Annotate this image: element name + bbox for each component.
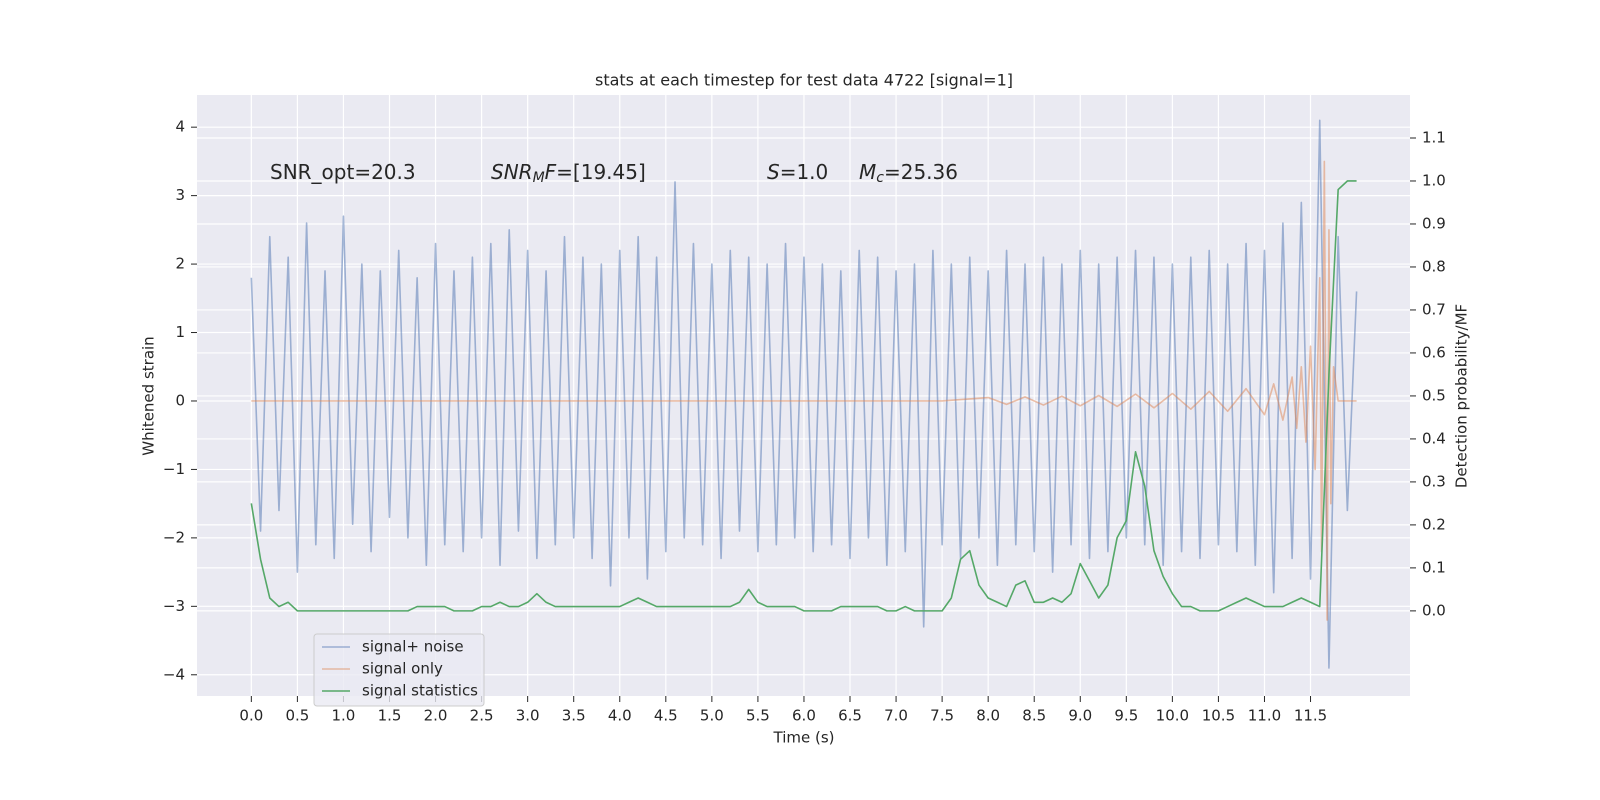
- x-tick-label: 4.0: [608, 707, 632, 725]
- x-tick-label: 6.0: [792, 707, 816, 725]
- y2-tick-label: 0.7: [1422, 300, 1446, 318]
- y-tick-label: 2: [175, 255, 185, 273]
- y-tick-label: −2: [163, 528, 185, 546]
- x-tick-label: 6.5: [838, 707, 862, 725]
- y-tick-label: −3: [163, 597, 185, 615]
- y-tick-label: −1: [163, 460, 185, 478]
- annotation-part: =25.36: [884, 160, 958, 184]
- y2-tick-label: 1.0: [1422, 171, 1446, 189]
- x-tick-label: 9.0: [1068, 707, 1092, 725]
- x-tick-label: 3.0: [516, 707, 540, 725]
- y2-tick-label: 1.1: [1422, 128, 1446, 146]
- y2-tick-label: 0.0: [1422, 601, 1446, 619]
- x-axis-label: Time (s): [773, 729, 835, 747]
- x-tick-label: 8.0: [976, 707, 1000, 725]
- y2-tick-label: 0.9: [1422, 214, 1446, 232]
- x-tick-label: 9.5: [1114, 707, 1138, 725]
- x-tick-label: 4.5: [654, 707, 678, 725]
- y-tick-label: 0: [175, 391, 185, 409]
- y2-tick-label: 0.5: [1422, 386, 1446, 404]
- x-tick-label: 7.5: [930, 707, 954, 725]
- y2-tick-label: 0.8: [1422, 257, 1446, 275]
- x-tick-label: 8.5: [1022, 707, 1046, 725]
- annotation-part: M: [533, 170, 545, 186]
- annotation-part: SNR: [491, 160, 533, 184]
- annotation-part: SNR_opt=20.3: [270, 160, 416, 184]
- x-tick-label: 2.5: [470, 707, 494, 725]
- annotation-part: =1.0: [780, 160, 829, 184]
- x-tick-label: 7.0: [884, 707, 908, 725]
- legend-box: [313, 633, 485, 707]
- x-tick-label: 1.0: [332, 707, 356, 725]
- annotation-part: =[19.45]: [556, 160, 646, 184]
- legend-label: signal statistics: [362, 682, 478, 700]
- y2-tick-label: 0.2: [1422, 515, 1446, 533]
- x-tick-label: 5.0: [700, 707, 724, 725]
- series-line: [250, 119, 1358, 669]
- annotation: SNRMF=[19.45]: [491, 160, 646, 187]
- x-tick-label: 10.5: [1202, 707, 1235, 725]
- x-tick-label: 0.5: [285, 707, 309, 725]
- x-tick-label: 0.0: [239, 707, 263, 725]
- y2-tick-label: 0.4: [1422, 429, 1446, 447]
- y2-tick-label: 0.3: [1422, 472, 1446, 490]
- annotation-part: S: [767, 160, 780, 184]
- y-axis-label: Whitened strain: [140, 336, 158, 455]
- series-line: [250, 180, 1357, 612]
- x-tick-label: 1.5: [378, 707, 402, 725]
- chart-title: stats at each timestep for test data 472…: [595, 71, 1013, 90]
- annotation-part: F: [545, 160, 557, 184]
- x-tick-label: 3.5: [562, 707, 586, 725]
- y-tick-label: −4: [163, 665, 185, 683]
- x-tick-label: 11.0: [1248, 707, 1281, 725]
- series-line: [251, 160, 1357, 621]
- x-tick-label: 2.0: [424, 707, 448, 725]
- annotation: SNR_opt=20.3: [270, 160, 416, 184]
- legend-label: signal+ noise: [362, 638, 464, 656]
- x-tick-label: 10.0: [1156, 707, 1189, 725]
- y-tick-label: 1: [175, 323, 185, 341]
- annotation: S=1.0: [767, 160, 828, 184]
- annotation-part: c: [876, 170, 884, 186]
- x-tick-label: 5.5: [746, 707, 770, 725]
- annotation: Mc=25.36: [859, 160, 958, 187]
- annotation-part: M: [859, 160, 876, 184]
- y-tick-label: 4: [175, 118, 185, 136]
- y2-tick-label: 0.6: [1422, 343, 1446, 361]
- x-tick-label: 11.5: [1294, 707, 1327, 725]
- y2-tick-label: 0.1: [1422, 558, 1446, 576]
- legend-label: signal only: [362, 660, 443, 678]
- y2-axis-label: Detection probability/MF: [1453, 304, 1471, 488]
- y-tick-label: 3: [175, 186, 185, 204]
